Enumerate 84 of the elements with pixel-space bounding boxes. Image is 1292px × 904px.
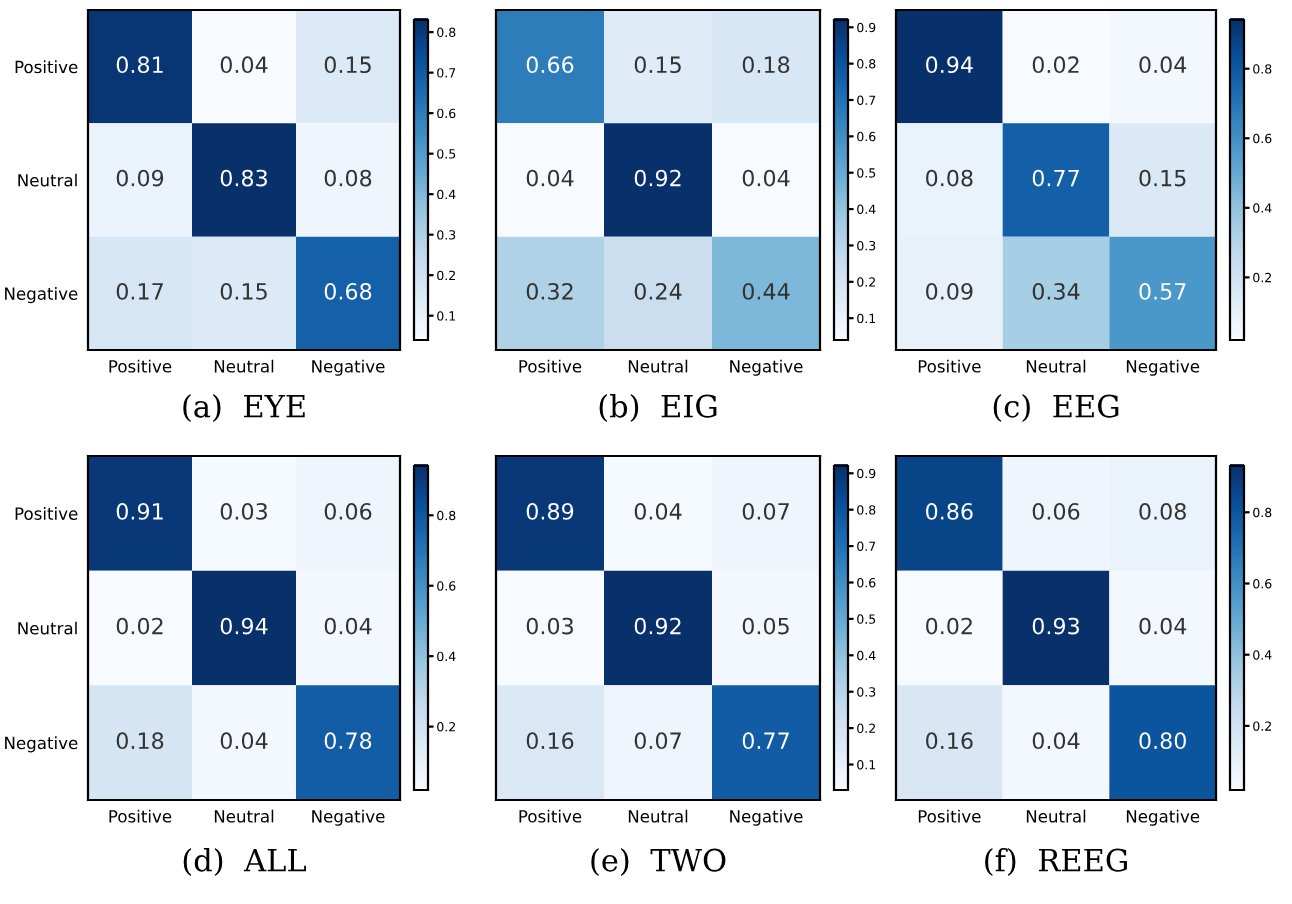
data-label: 0.08 [324, 169, 372, 187]
x-tick-label: Neutral [628, 809, 688, 823]
x-tick-label: Positive [519, 809, 582, 823]
y-tick-label: Positive [15, 60, 78, 74]
data-label: 0.94 [220, 617, 268, 635]
x-tick-label: Positive [109, 809, 172, 823]
data-label: 0.81 [116, 56, 163, 74]
x-tick-label: Neutral [214, 809, 274, 823]
data-label: 0.09 [116, 169, 164, 187]
data-label: 0.86 [926, 502, 973, 520]
x-tick-label: Negative [1126, 809, 1200, 826]
data-label: 0.15 [324, 56, 371, 74]
y-tick-label: Positive [15, 507, 78, 520]
data-label: 0.08 [1139, 502, 1186, 520]
data-label: 0.04 [1139, 56, 1187, 74]
data-label: 0.04 [1032, 732, 1080, 750]
data-label: 0.08 [926, 169, 973, 187]
y-tick-label: Negative [5, 287, 78, 304]
data-label: 0.16 [526, 732, 574, 750]
data-label: 0.06 [1032, 502, 1080, 520]
x-tick-label: Negative [312, 359, 385, 376]
text: (e) TWO [591, 848, 726, 876]
text: (d) ALL [183, 848, 307, 876]
data-label: 0.04 [634, 502, 682, 520]
data-label: 0.80 [1139, 732, 1186, 750]
data-label: 0.02 [116, 617, 163, 635]
data-label: 0.02 [926, 617, 972, 635]
text: (c) EEG [993, 394, 1119, 422]
data-label: 0.04 [324, 617, 372, 635]
x-tick-label: Positive [918, 359, 981, 373]
data-label: 0.04 [220, 56, 268, 74]
data-label: 0.93 [1032, 617, 1079, 635]
data-label: 0.34 [1032, 282, 1080, 300]
data-label: 0.07 [634, 732, 681, 750]
data-label: 0.44 [742, 282, 790, 300]
data-label: 0.04 [220, 732, 268, 750]
x-tick-label: Neutral [1026, 809, 1086, 823]
text: (a) EYE [183, 394, 305, 422]
data-label: 0.68 [324, 282, 372, 300]
x-tick-label: Negative [730, 359, 803, 376]
data-label: 0.04 [742, 169, 790, 187]
data-label: 0.17 [116, 282, 163, 300]
data-label: 0.83 [220, 169, 267, 187]
data-label: 0.78 [324, 732, 372, 750]
data-label: 0.57 [1139, 282, 1186, 300]
data-label: 0.89 [526, 502, 574, 520]
data-label: 0.05 [742, 617, 789, 635]
data-label: 0.09 [926, 282, 973, 300]
data-label: 0.02 [1032, 56, 1079, 74]
y-tick-label: Neutral [18, 621, 77, 635]
data-label: 0.77 [742, 732, 789, 750]
data-label: 0.06 [324, 502, 372, 520]
data-label: 0.91 [116, 502, 163, 520]
data-label: 0.04 [526, 169, 574, 187]
data-label: 0.15 [1139, 169, 1186, 187]
x-tick-label: Positive [918, 809, 981, 823]
x-tick-label: Neutral [1026, 359, 1086, 373]
data-label: 0.07 [742, 502, 789, 520]
x-tick-label: Positive [109, 359, 172, 373]
data-label: 0.92 [634, 617, 681, 635]
text: (b) EIG [599, 394, 717, 422]
data-label: 0.24 [634, 282, 682, 300]
data-label: 0.03 [220, 502, 267, 520]
data-label: 0.32 [526, 282, 573, 300]
x-tick-label: Neutral [628, 359, 688, 373]
x-tick-label: Negative [730, 809, 803, 826]
y-tick-label: Negative [5, 736, 78, 753]
data-label: 0.92 [634, 169, 681, 187]
data-label: 0.15 [634, 56, 681, 74]
x-tick-label: Neutral [214, 359, 274, 373]
data-label: 0.15 [220, 282, 267, 300]
x-tick-label: Positive [519, 359, 582, 373]
y-tick-label: Neutral [18, 173, 77, 187]
x-tick-label: Negative [1126, 359, 1200, 376]
data-label: 0.16 [926, 732, 973, 750]
data-label: 0.66 [526, 56, 574, 74]
x-tick-label: Negative [312, 809, 385, 826]
data-label: 0.18 [116, 732, 164, 750]
text: (f) REEG [985, 848, 1127, 876]
data-label: 0.04 [1139, 617, 1187, 635]
data-label: 0.77 [1032, 169, 1079, 187]
data-label: 0.94 [926, 56, 973, 74]
data-label: 0.03 [526, 617, 573, 635]
data-label: 0.18 [742, 56, 790, 74]
